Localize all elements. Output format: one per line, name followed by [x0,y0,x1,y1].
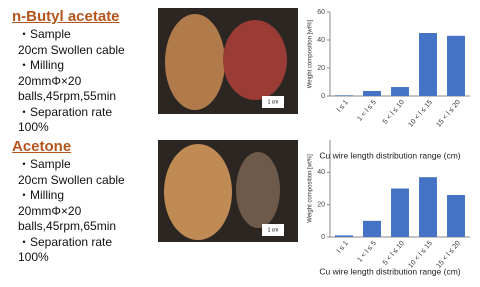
section-line: 20cm Swollen cable [18,42,125,57]
section-line: balls,45rpm,65min [18,219,117,233]
photo-copper [165,14,225,110]
section-line: 20mmΦ×20 [18,203,82,218]
section-line: 20mmΦ×20 [18,73,82,88]
x-tick-label: l ≤ 1 [336,99,350,114]
x-tick-label: 10 < l ≤ 15 [407,240,434,270]
bar [447,35,465,96]
y-axis-label: Weight composition [wt%] [308,154,314,223]
scale-label: 1 cm [268,99,279,105]
scale-label: 1 cm [268,227,279,233]
section: n-Butyl acetate ・Sample 20cm Swollen cable… [12,8,157,136]
bar [335,235,353,237]
y-tick-label: 60 [317,9,325,16]
y-tick-label: 40 [317,169,325,176]
photo-cable [223,20,287,100]
y-axis-label: Weight composition [wt%] [308,19,314,88]
bar [419,33,437,96]
y-tick-label: 0 [321,93,325,100]
x-tick-label: 1 < l ≤ 5 [356,99,378,123]
y-tick-label: 40 [317,37,325,44]
x-axis-label: Cu wire length distribution range (cm) [319,266,460,276]
bar [363,220,381,237]
bar [363,90,381,96]
photo-cable [236,152,280,228]
photo-copper [164,144,232,240]
x-tick-label: 5 < l ≤ 10 [382,99,406,126]
x-axis-label: Cu wire length distribution range (cm) [319,150,460,160]
y-tick-label: 0 [321,234,325,241]
section-line: 100% [18,250,49,264]
x-tick-label: 15 < l ≤ 20 [435,99,462,129]
x-tick-label: l ≤ 1 [336,240,350,255]
y-tick-label: 20 [317,65,325,72]
bar [335,95,353,96]
section-title: n-Butyl acetate [12,8,120,25]
section-line: 20cm Swollen cable [18,172,125,187]
section-line: ・Sample [18,27,71,41]
section-title: Acetone [12,138,72,155]
x-tick-label: 10 < l ≤ 15 [407,99,434,129]
scale-box [262,96,284,108]
section-line: ・Sample [18,157,71,171]
bar [391,188,409,237]
bar [447,194,465,237]
section-line: balls,45rpm,55min [18,89,117,103]
x-tick-label: 15 < l ≤ 20 [435,240,462,270]
x-tick-label: 1 < l ≤ 5 [356,240,378,264]
scale-box [262,224,284,236]
section-line: 100% [18,120,49,134]
section-line: ・Milling [18,188,65,202]
section-line: ・Milling [18,58,65,72]
section-line: ・Separation rate [18,104,113,119]
bar [391,87,409,96]
bar [419,177,437,237]
y-tick-label: 20 [317,202,325,209]
x-tick-label: 5 < l ≤ 10 [382,240,406,267]
section: Acetone ・Sample 20cm Swollen cable ・Milling… [12,138,157,266]
section-line: ・Separation rate [18,234,113,249]
